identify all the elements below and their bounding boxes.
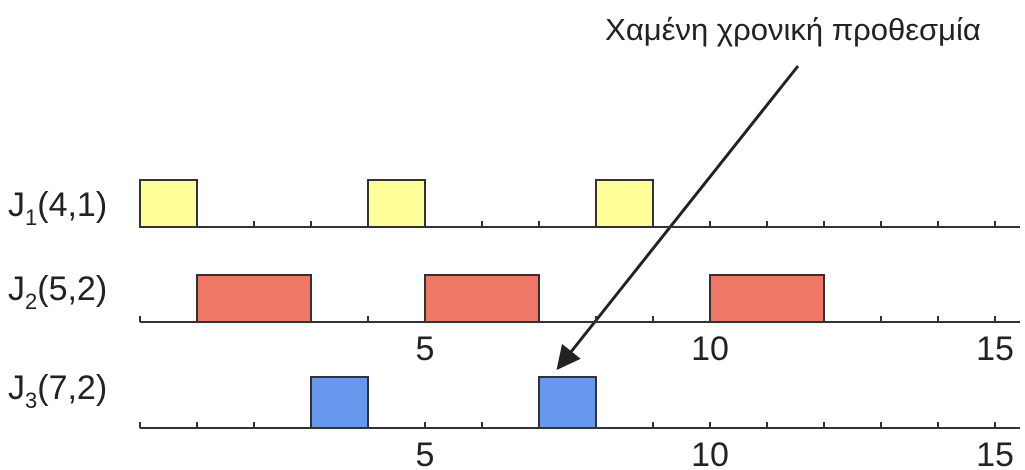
- job-1-block: [595, 179, 654, 228]
- job-3-blocks: [310, 376, 597, 429]
- time-axis-1: [139, 221, 1020, 228]
- job-2-block: [196, 274, 312, 323]
- tick-label: 5: [416, 436, 435, 470]
- missed-deadline-arrow: [556, 65, 800, 371]
- tick-label: 15: [976, 330, 1014, 368]
- job-1-block: [139, 179, 198, 228]
- job-1-blocks: [139, 179, 654, 228]
- job-row-1: J1(4,1): [8, 179, 1020, 230]
- job-2-block: [709, 274, 825, 323]
- missed-deadline-annotation: Χαμένη χρονική προθεσμία: [605, 12, 981, 47]
- job-1-block: [367, 179, 426, 228]
- job-2-blocks: [196, 274, 825, 323]
- job-3-block: [310, 376, 369, 429]
- job-label-1: J1(4,1): [8, 186, 107, 230]
- tick-label: 10: [691, 330, 729, 368]
- tick-label: 15: [976, 436, 1014, 470]
- tick-label: 5: [416, 330, 435, 368]
- time-axis-3: 5 10 15: [139, 422, 1020, 470]
- job-row-2: J2(5,2) 5 10 15: [8, 270, 1020, 368]
- job-label-3: J3(7,2): [8, 369, 107, 413]
- job-row-3: J3(7,2) 5 10 15: [8, 369, 1020, 470]
- job-3-block: [538, 376, 597, 429]
- tick-label: 10: [691, 436, 729, 470]
- job-label-2: J2(5,2): [8, 270, 107, 314]
- job-2-block: [424, 274, 540, 323]
